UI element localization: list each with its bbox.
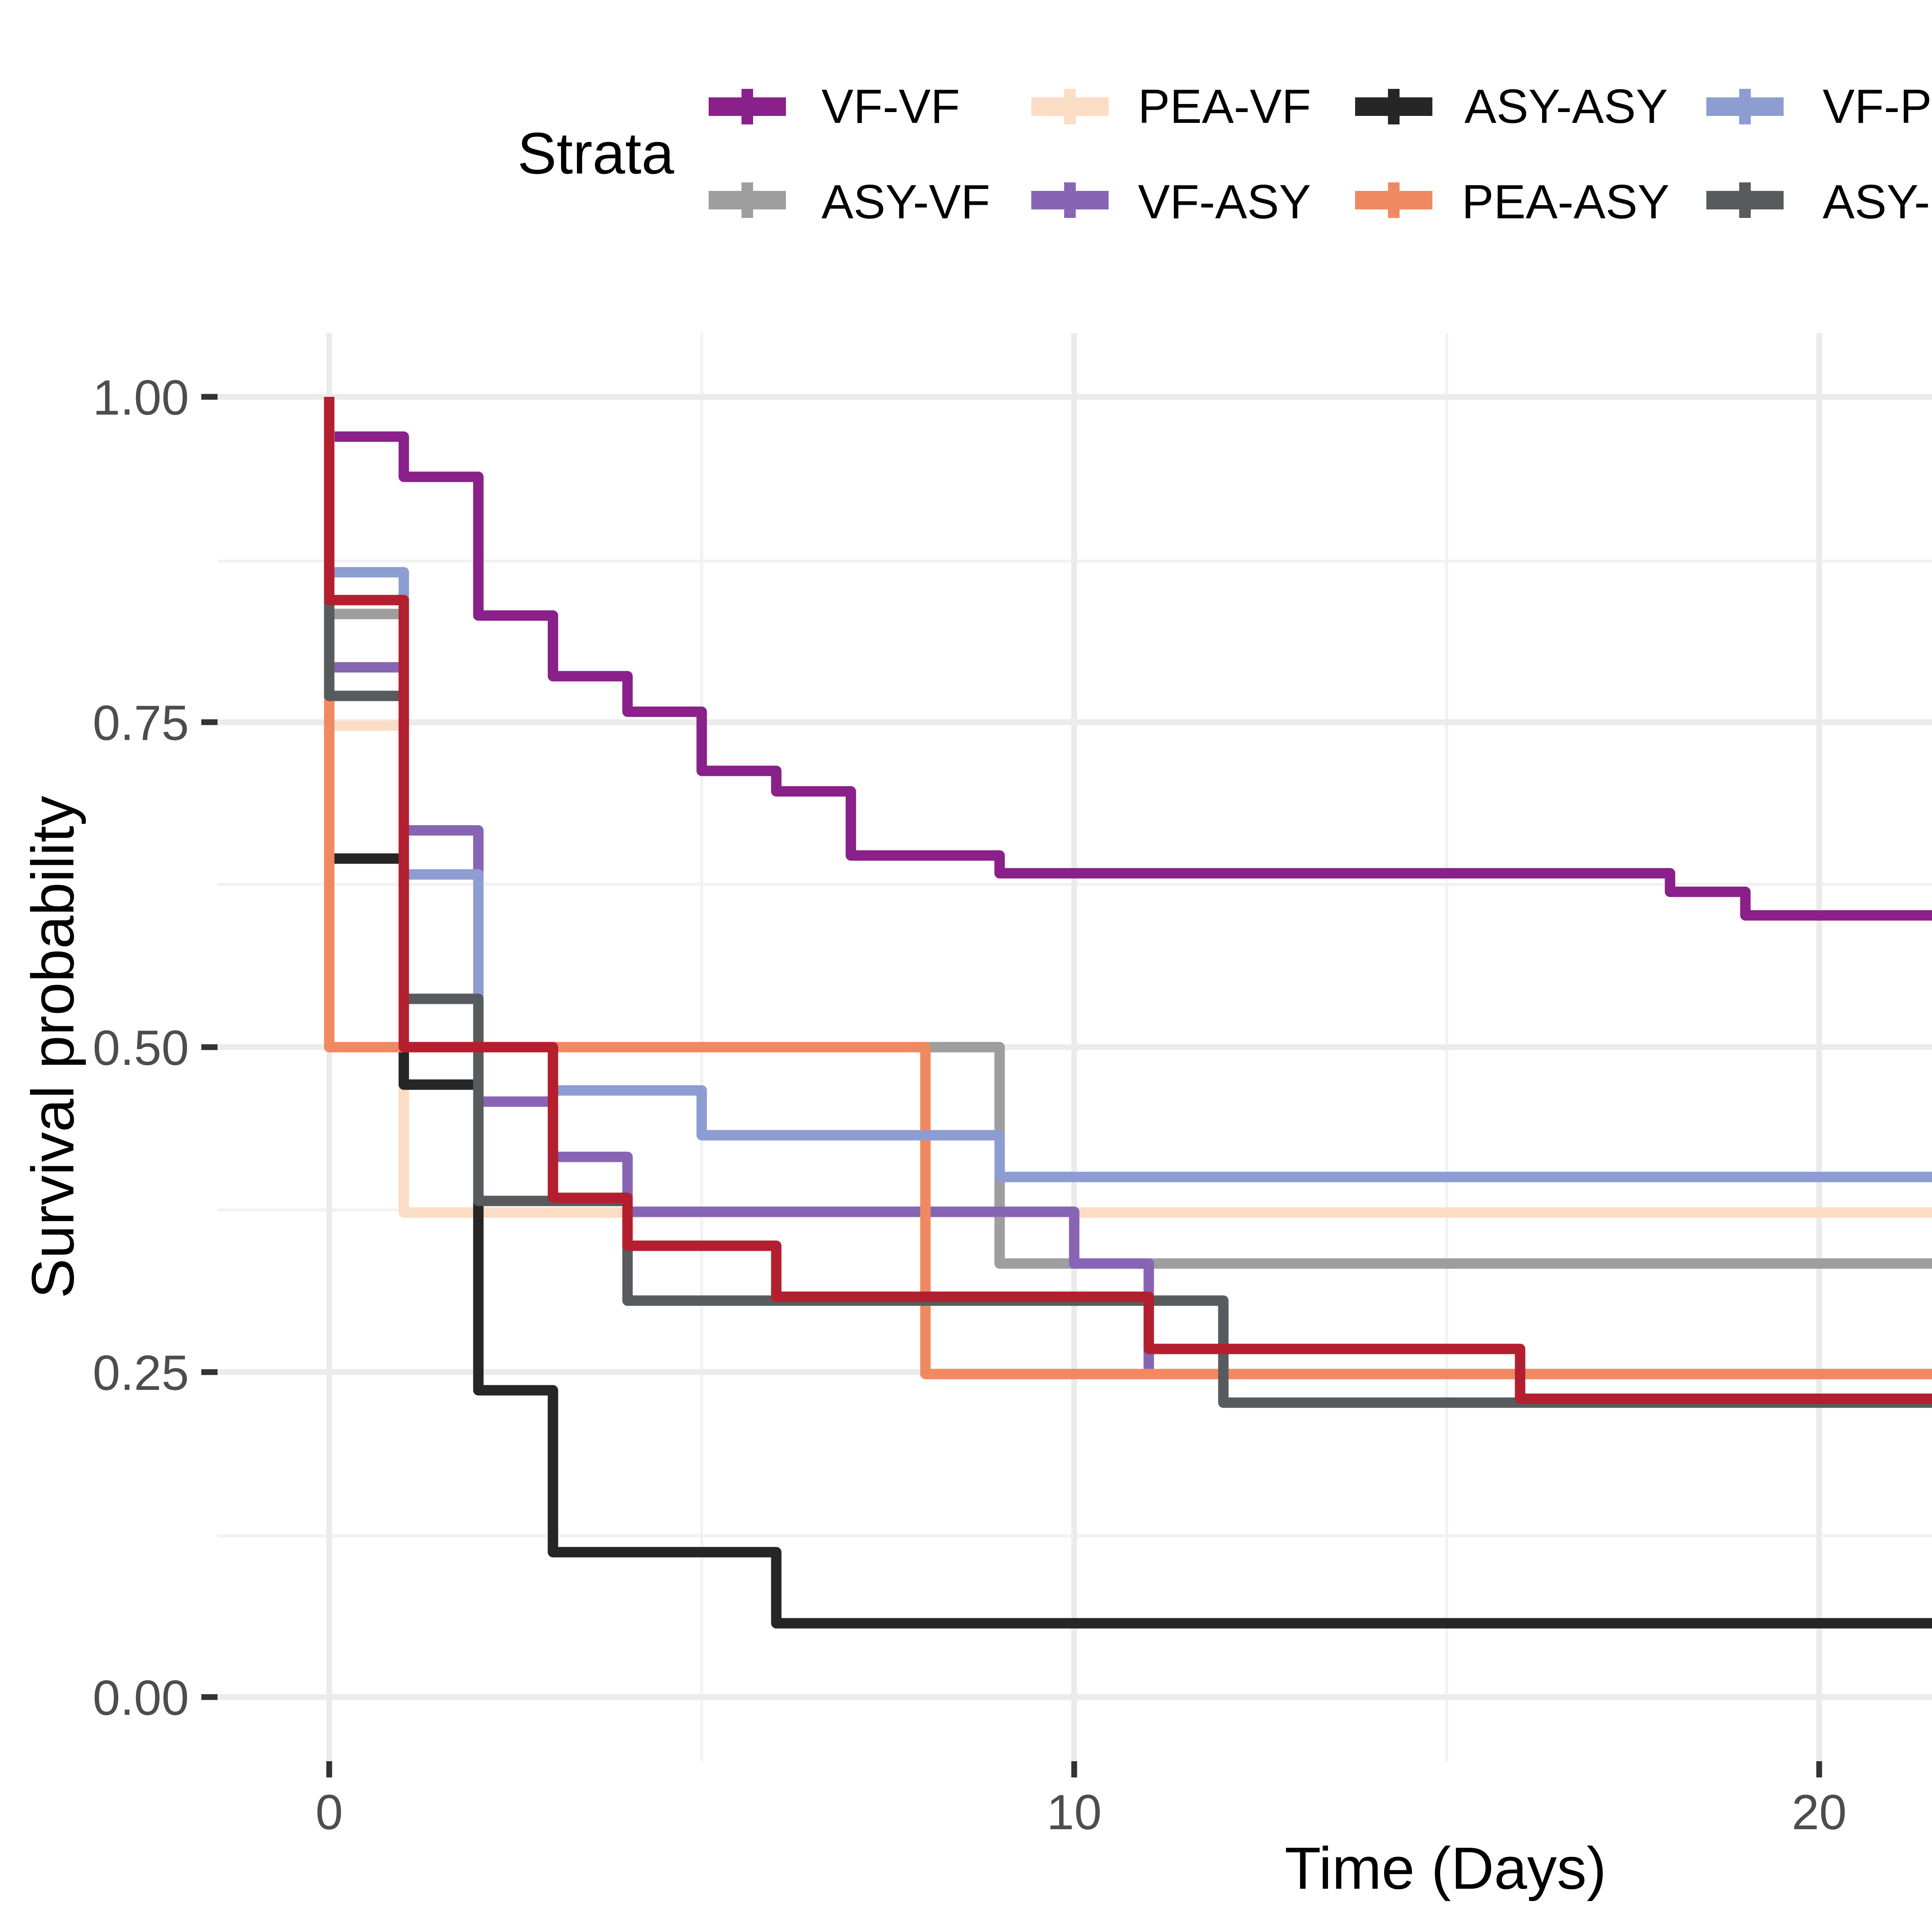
svg-text:VF-ASY: VF-ASY — [1138, 175, 1311, 229]
svg-text:ASY-PEA: ASY-PEA — [1823, 175, 1932, 229]
svg-text:Strata: Strata — [517, 121, 674, 186]
svg-text:0.75: 0.75 — [93, 696, 189, 751]
svg-text:0.00: 0.00 — [93, 1670, 189, 1726]
svg-text:0.25: 0.25 — [93, 1345, 189, 1401]
svg-text:PEA-VF: PEA-VF — [1138, 80, 1311, 133]
svg-text:0.50: 0.50 — [93, 1020, 189, 1076]
svg-text:PEA-ASY: PEA-ASY — [1462, 175, 1670, 229]
svg-text:20: 20 — [1792, 1785, 1847, 1840]
svg-text:0: 0 — [315, 1785, 343, 1840]
svg-text:ASY-ASY: ASY-ASY — [1464, 80, 1668, 133]
svg-text:10: 10 — [1047, 1785, 1102, 1840]
svg-text:VF-PEA: VF-PEA — [1823, 80, 1932, 133]
svg-text:Survival probability: Survival probability — [19, 796, 86, 1298]
svg-text:VF-VF: VF-VF — [821, 80, 960, 133]
svg-text:1.00: 1.00 — [93, 370, 189, 425]
svg-text:ASY-VF: ASY-VF — [821, 175, 990, 229]
svg-text:Time (Days): Time (Days) — [1285, 1835, 1607, 1901]
